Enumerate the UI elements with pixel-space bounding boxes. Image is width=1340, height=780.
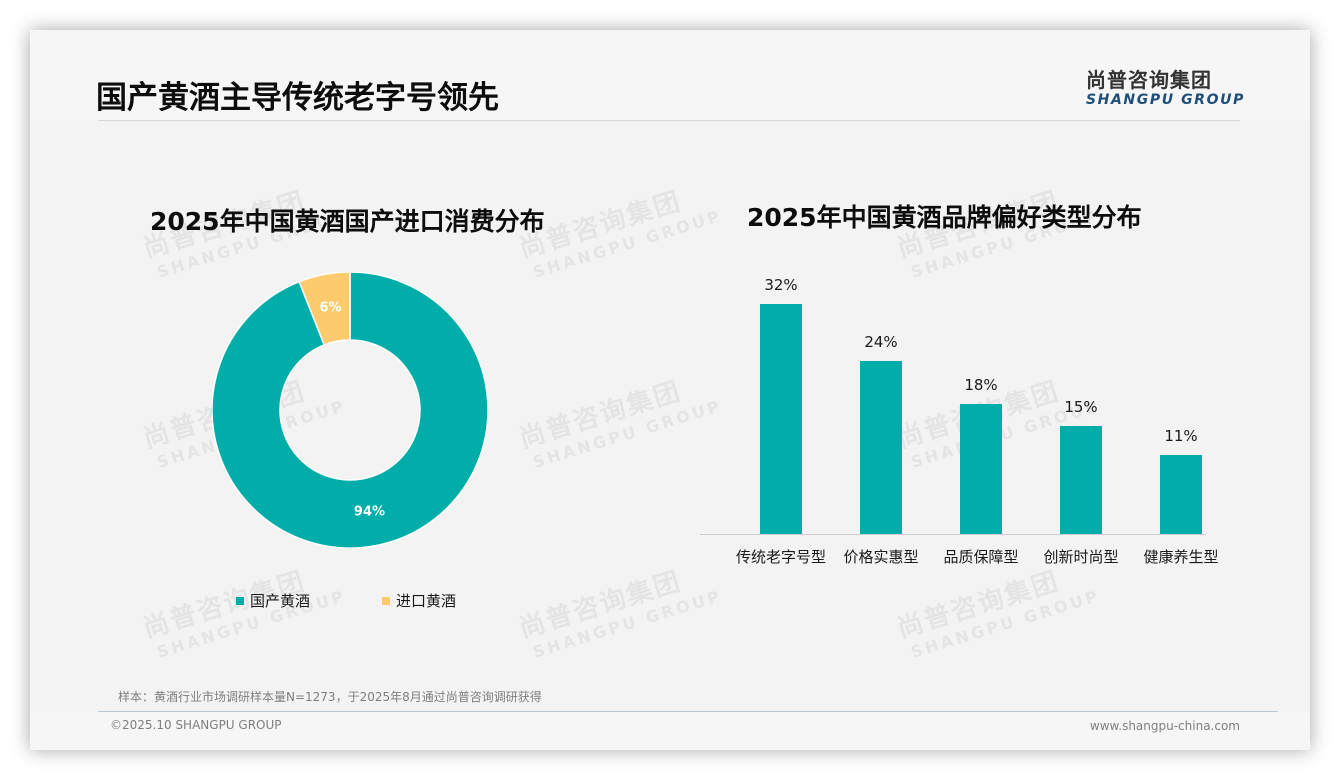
legend-item-imported: 进口黄酒 bbox=[382, 590, 456, 611]
legend-item-domestic: 国产黄酒 bbox=[236, 590, 310, 611]
slide: 国产黄酒主导传统老字号领先 尚普咨询集团 SHANGPU GROUP 尚普咨询集… bbox=[30, 30, 1310, 750]
header-band bbox=[30, 30, 1310, 120]
donut-slice-label-domestic: 94% bbox=[353, 504, 386, 520]
bar-quality-assured bbox=[960, 404, 1002, 534]
donut-chart-graphic bbox=[211, 271, 489, 549]
x-axis-category-label: 价格实惠型 bbox=[843, 548, 919, 566]
x-axis-category-label: 健康养生型 bbox=[1143, 548, 1219, 566]
bar-value-price bbox=[860, 361, 902, 534]
logo-cn-text: 尚普咨询集团 bbox=[1086, 68, 1212, 92]
header-divider bbox=[98, 120, 1240, 121]
donut-slice-domestic bbox=[211, 271, 489, 549]
bar-chart-title: 2025年中国黄酒品牌偏好类型分布 bbox=[747, 203, 1142, 232]
legend-label: 国产黄酒 bbox=[250, 592, 311, 610]
bar-traditional-brand bbox=[760, 303, 802, 534]
company-logo: 尚普咨询集团 SHANGPU GROUP bbox=[1086, 64, 1246, 108]
x-axis-category-label: 品质保障型 bbox=[943, 548, 1019, 566]
bar-value-label: 32% bbox=[764, 275, 798, 294]
legend-swatch-teal bbox=[236, 596, 244, 605]
footer-band bbox=[30, 712, 1310, 750]
x-axis-category-label: 传统老字号型 bbox=[735, 548, 826, 566]
bar-chart: 32% 24% 18% 15% 11% 传统老字号型 价格实惠型 品质保障型 创… bbox=[700, 270, 1219, 580]
bar-value-label: 11% bbox=[1164, 426, 1198, 445]
legend-label: 进口黄酒 bbox=[396, 592, 457, 610]
x-axis-line bbox=[700, 534, 1206, 535]
bar-value-label: 15% bbox=[1064, 398, 1098, 416]
bar-health-wellness bbox=[1160, 454, 1202, 534]
donut-slice-label-imported: 6% bbox=[319, 300, 342, 316]
page-title: 国产黄酒主导传统老字号领先 bbox=[96, 80, 499, 116]
website-link[interactable]: www.shangpu-china.com bbox=[1089, 719, 1240, 733]
donut-slice-imported bbox=[298, 271, 351, 346]
bar-value-label: 18% bbox=[964, 376, 998, 395]
sample-note: 样本：黄酒行业市场调研样本量N=1273，于2025年8月通过尚普咨询调研获得 bbox=[118, 690, 542, 704]
logo-en-text: SHANGPU GROUP bbox=[1086, 92, 1245, 108]
bar-value-label: 24% bbox=[864, 333, 898, 352]
donut-chart: 94% 6% bbox=[211, 271, 489, 549]
bar-innovative-fashion bbox=[1060, 426, 1102, 534]
footer-divider bbox=[98, 711, 1278, 712]
x-axis-category-label: 创新时尚型 bbox=[1043, 548, 1119, 566]
legend-swatch-yellow bbox=[382, 596, 390, 605]
donut-chart-title: 2025年中国黄酒国产进口消费分布 bbox=[150, 207, 545, 236]
copyright-text: ©2025.10 SHANGPU GROUP bbox=[110, 718, 282, 732]
